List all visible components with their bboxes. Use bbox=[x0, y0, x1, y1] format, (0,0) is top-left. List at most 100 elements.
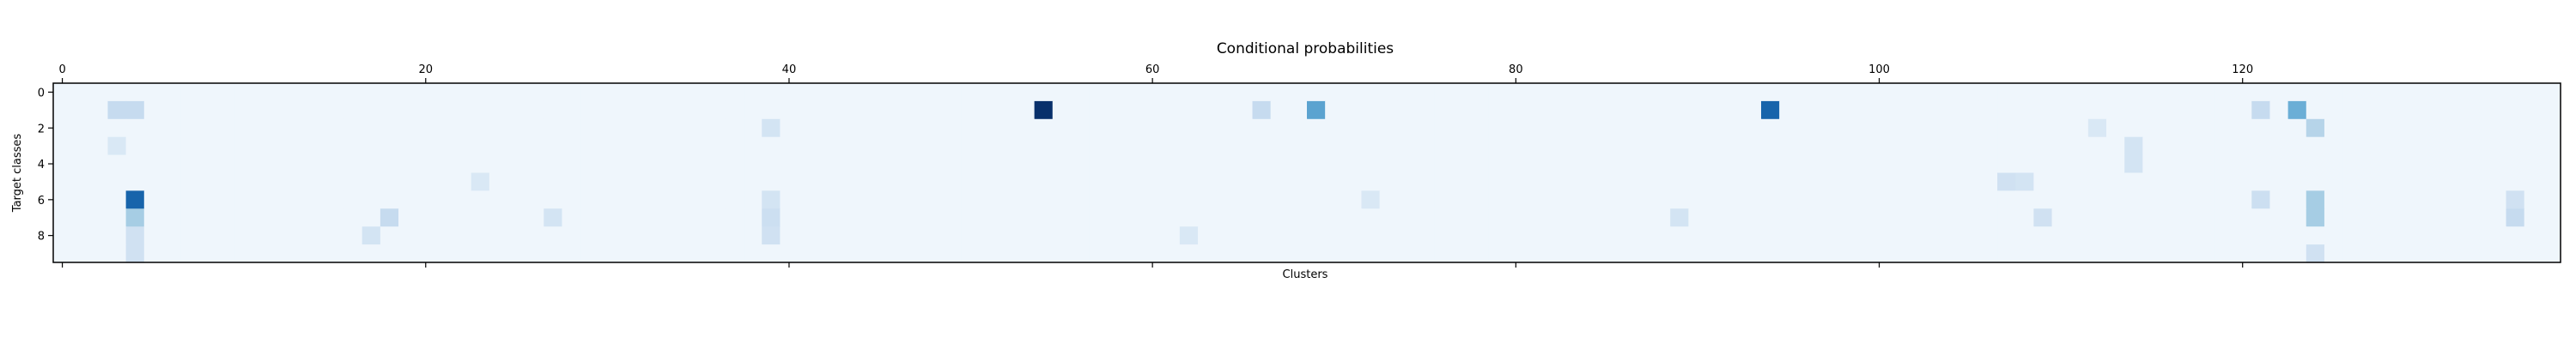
heatmap-cell bbox=[1016, 100, 1036, 120]
heatmap-cell bbox=[1270, 244, 1290, 263]
heatmap-cell bbox=[2342, 154, 2361, 174]
heatmap-cell bbox=[853, 100, 872, 120]
heatmap-cell bbox=[1288, 100, 1308, 120]
heatmap-cell bbox=[1325, 190, 1344, 209]
heatmap-cell bbox=[1506, 244, 1526, 263]
heatmap-cell bbox=[1179, 136, 1199, 156]
x-tick-label: 40 bbox=[782, 63, 797, 76]
heatmap-cell bbox=[526, 190, 544, 209]
heatmap-cell bbox=[1833, 244, 1853, 263]
heatmap-cell bbox=[562, 136, 581, 156]
heatmap-cell bbox=[725, 190, 744, 209]
heatmap-cell bbox=[53, 172, 72, 191]
heatmap-cell bbox=[1125, 190, 1145, 209]
heatmap-cell bbox=[1524, 118, 1544, 138]
heatmap-cell bbox=[1234, 190, 1254, 209]
heatmap-cell bbox=[2324, 136, 2343, 156]
heatmap-cell bbox=[907, 172, 927, 191]
heatmap-cell bbox=[1779, 136, 1798, 156]
heatmap-cell bbox=[1089, 154, 1108, 174]
heatmap-cell bbox=[816, 172, 835, 191]
heatmap-cell bbox=[853, 118, 872, 138]
heatmap-cell bbox=[107, 100, 127, 120]
heatmap-cell bbox=[343, 136, 363, 156]
heatmap-cell bbox=[1597, 118, 1617, 138]
heatmap-cell bbox=[380, 100, 399, 120]
heatmap-cell bbox=[2433, 118, 2452, 138]
heatmap-cell bbox=[1851, 244, 1871, 263]
heatmap-cell bbox=[1960, 100, 1980, 120]
heatmap-cell bbox=[1161, 208, 1181, 227]
heatmap-cell bbox=[2215, 118, 2234, 138]
heatmap-cell bbox=[2542, 136, 2561, 156]
heatmap-cell bbox=[1906, 226, 1926, 245]
heatmap-cell bbox=[125, 226, 145, 245]
x-tick-label: 80 bbox=[1509, 63, 1523, 76]
heatmap-cell bbox=[2488, 83, 2507, 102]
heatmap-cell bbox=[2379, 118, 2398, 138]
heatmap-cell bbox=[380, 136, 399, 156]
heatmap-cell bbox=[2397, 136, 2416, 156]
heatmap-cell bbox=[2451, 83, 2470, 102]
heatmap-cell bbox=[2287, 208, 2307, 227]
heatmap-cell bbox=[1506, 172, 1526, 191]
heatmap-cell bbox=[2069, 118, 2089, 138]
heatmap-cell bbox=[343, 118, 363, 138]
heatmap-cell bbox=[961, 136, 981, 156]
heatmap-cell bbox=[1415, 154, 1435, 174]
heatmap-cell bbox=[889, 208, 908, 227]
heatmap-cell bbox=[453, 244, 472, 263]
heatmap-cell bbox=[961, 154, 981, 174]
heatmap-cell bbox=[1543, 244, 1562, 263]
heatmap-cell bbox=[1452, 154, 1472, 174]
heatmap-cell bbox=[2196, 118, 2216, 138]
heatmap-cell bbox=[980, 83, 999, 102]
heatmap-cell bbox=[2178, 136, 2198, 156]
heatmap-cell bbox=[2178, 190, 2198, 209]
heatmap-cell bbox=[89, 244, 109, 263]
heatmap-cell bbox=[325, 118, 345, 138]
heatmap-cell bbox=[1470, 154, 1490, 174]
heatmap-cell bbox=[1089, 208, 1108, 227]
heatmap-cell bbox=[1652, 226, 1671, 245]
heatmap-cell bbox=[798, 136, 817, 156]
heatmap-cell bbox=[107, 118, 127, 138]
heatmap-cell bbox=[1942, 208, 1962, 227]
heatmap-cell bbox=[1652, 190, 1671, 209]
heatmap-cell bbox=[1016, 83, 1036, 102]
heatmap-cell bbox=[762, 83, 781, 102]
heatmap-cell bbox=[2342, 226, 2361, 245]
heatmap-cell bbox=[635, 154, 653, 174]
heatmap-cell bbox=[871, 100, 890, 120]
heatmap-cell bbox=[889, 118, 908, 138]
heatmap-cell bbox=[252, 118, 272, 138]
heatmap-cell bbox=[1978, 172, 1998, 191]
heatmap-cell bbox=[1397, 83, 1417, 102]
heatmap-cell bbox=[998, 83, 1018, 102]
heatmap-cell bbox=[216, 136, 236, 156]
heatmap-cell bbox=[1833, 136, 1853, 156]
heatmap-cell bbox=[1997, 244, 2016, 263]
heatmap-cell bbox=[780, 100, 799, 120]
heatmap-cell bbox=[653, 118, 672, 138]
heatmap-cell bbox=[907, 154, 927, 174]
heatmap-cell bbox=[143, 244, 163, 263]
heatmap-cell bbox=[744, 154, 762, 174]
heatmap-cell bbox=[1252, 190, 1272, 209]
heatmap-cell bbox=[762, 172, 781, 191]
heatmap-cell bbox=[2433, 208, 2452, 227]
heatmap-cell bbox=[1089, 244, 1108, 263]
heatmap-cell bbox=[2215, 100, 2234, 120]
heatmap-cell bbox=[1470, 83, 1490, 102]
heatmap-cell bbox=[343, 83, 363, 102]
heatmap-cell bbox=[252, 190, 272, 209]
heatmap-cell bbox=[1198, 172, 1217, 191]
heatmap-cell bbox=[1851, 118, 1871, 138]
heatmap-cell bbox=[2360, 83, 2380, 102]
heatmap-cell bbox=[471, 83, 490, 102]
heatmap-cell bbox=[1869, 244, 1889, 263]
heatmap-cell bbox=[2251, 154, 2271, 174]
heatmap-cell bbox=[2379, 136, 2398, 156]
heatmap-cell bbox=[234, 172, 254, 191]
